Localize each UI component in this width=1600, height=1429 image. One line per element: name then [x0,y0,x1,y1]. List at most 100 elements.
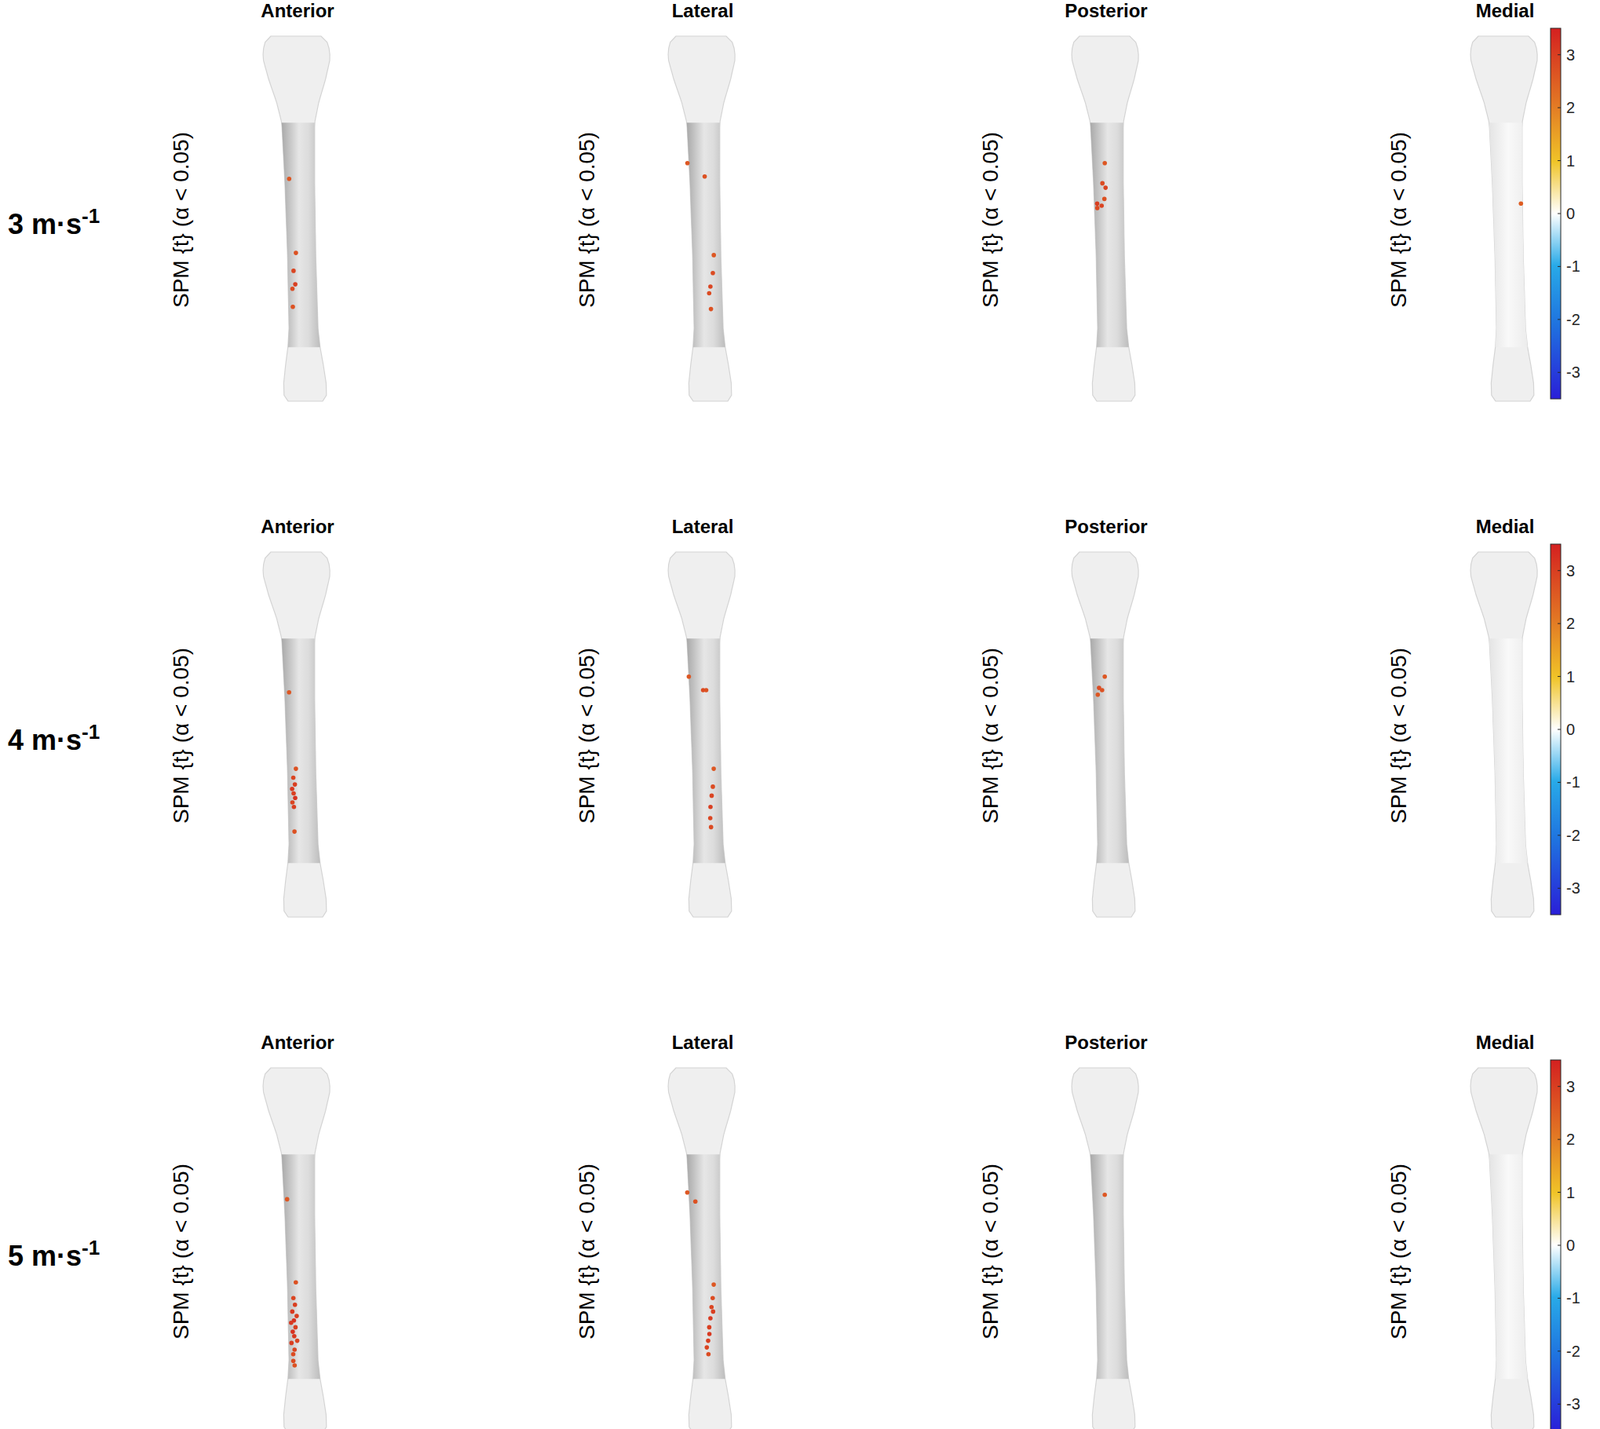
spm-node [710,784,716,790]
spm-node [711,766,716,771]
bone [1071,36,1139,402]
colorbar-tick [1557,569,1561,571]
colorbar-tick-label: -1 [1566,257,1581,275]
spm-node [292,829,297,834]
colorbar-tick-label: 0 [1566,204,1575,223]
shaft [1489,638,1528,863]
panel: AnteriorSPM {t} (α < 0.05) [168,515,335,917]
spm-node [293,1279,299,1285]
spm-node [295,1338,300,1344]
unit: m·s [31,208,82,241]
spm-node [686,674,692,680]
colorbar-tick-label: 2 [1566,98,1575,117]
row-label: 3 m·s-1 [7,204,100,241]
spm-node [287,176,293,182]
y-label: SPM {t} (α < 0.05) [168,1163,194,1340]
panel: AnteriorSPM {t} (α < 0.05) [168,0,335,402]
panel: PosteriorSPM {t} (α < 0.05) [978,515,1148,917]
shaft [1090,1154,1129,1379]
space [23,1239,32,1272]
bone [1470,36,1538,402]
colorbar-tick [1557,1191,1561,1193]
colorbar-tick-label: 1 [1566,1183,1575,1202]
shaft [686,1154,726,1379]
spm-node [708,815,713,821]
shaft [1489,122,1528,348]
row: 5 m·s-1AnteriorSPM {t} (α < 0.05)Lateral… [7,1031,1581,1429]
spm-node [711,1282,716,1287]
shaft [281,638,321,863]
y-label: SPM {t} (α < 0.05) [978,647,1003,824]
colorbar-tick-label: 0 [1566,720,1575,738]
spm-node [1099,687,1105,693]
spm-node [1103,185,1108,190]
spm-node [1519,200,1524,206]
colorbar-tick-label: -2 [1566,310,1581,329]
bone [1071,551,1139,917]
colorbar-bar [1550,1059,1561,1429]
colorbar-tick-label: 1 [1566,152,1575,170]
spm-node [705,1344,710,1350]
row: 4 m·s-1AnteriorSPM {t} (α < 0.05)Lateral… [7,515,1581,917]
y-label: SPM {t} (α < 0.05) [168,647,194,824]
unit-exponent: -1 [81,719,100,744]
y-label: SPM {t} (α < 0.05) [1386,647,1411,824]
spm-node [292,1347,297,1352]
colorbar-tick-label: -3 [1566,363,1581,381]
colorbar-tick [1557,834,1561,836]
unit-exponent: -1 [81,1235,100,1260]
spm-node [290,1309,296,1315]
bone [1470,1067,1538,1429]
panel: MedialSPM {t} (α < 0.05) [1386,0,1538,402]
colorbar-tick [1557,266,1561,267]
spm-node [293,1325,299,1330]
bone [263,36,330,402]
panel: PosteriorSPM {t} (α < 0.05) [978,0,1148,402]
colorbar-tick [1557,1085,1561,1087]
spm-node [292,781,298,787]
colorbar-bar [1550,544,1561,915]
y-label: SPM {t} (α < 0.05) [1386,131,1411,308]
spm-node [291,791,296,797]
spm-node [292,1302,298,1308]
colorbar-tick-label: 0 [1566,1236,1575,1254]
colorbar: -3-2-10123 [1550,28,1581,399]
spm-node [290,304,296,310]
view-title: Lateral [672,515,735,537]
spm-node [693,1199,698,1205]
unit: m·s [31,1239,82,1272]
colorbar-bar [1550,28,1561,399]
spm-node [685,1190,691,1195]
spm-node [709,793,715,799]
colorbar-tick-label: -3 [1566,879,1581,897]
view-title: Anterior [260,0,334,22]
colorbar-tick [1557,623,1561,625]
shaft [686,638,726,863]
spm-node [292,1362,298,1368]
spm-node [1102,674,1107,680]
panel: Anterior SPM {t} (α < 0.05) [168,1031,335,1429]
bone [263,1067,330,1429]
spm-node [707,291,713,296]
colorbar-tick [1557,1245,1561,1246]
shaft [1090,638,1129,863]
bone [1470,551,1538,917]
spm-node [291,268,296,274]
spm-node [292,795,298,800]
colorbar-tick [1557,1139,1561,1140]
view-title: Medial [1475,1031,1535,1053]
colorbar: -3-2-10123 [1550,1059,1581,1429]
colorbar-tick-label: -1 [1566,1289,1581,1307]
colorbar-tick-label: 3 [1566,1077,1575,1096]
spm-node [708,284,713,289]
spm-node [290,1329,296,1334]
panel: MedialSPM {t} (α < 0.05) [1386,1031,1538,1429]
spm-node [1102,197,1107,202]
colorbar-tick [1557,1350,1561,1352]
spm-node [289,1340,295,1346]
colorbar-tick [1557,107,1561,109]
unit-exponent: -1 [81,204,100,228]
colorbar-tick-label: 2 [1566,614,1575,632]
speed: 4 [7,723,24,757]
view-title: Anterior [260,1031,334,1053]
